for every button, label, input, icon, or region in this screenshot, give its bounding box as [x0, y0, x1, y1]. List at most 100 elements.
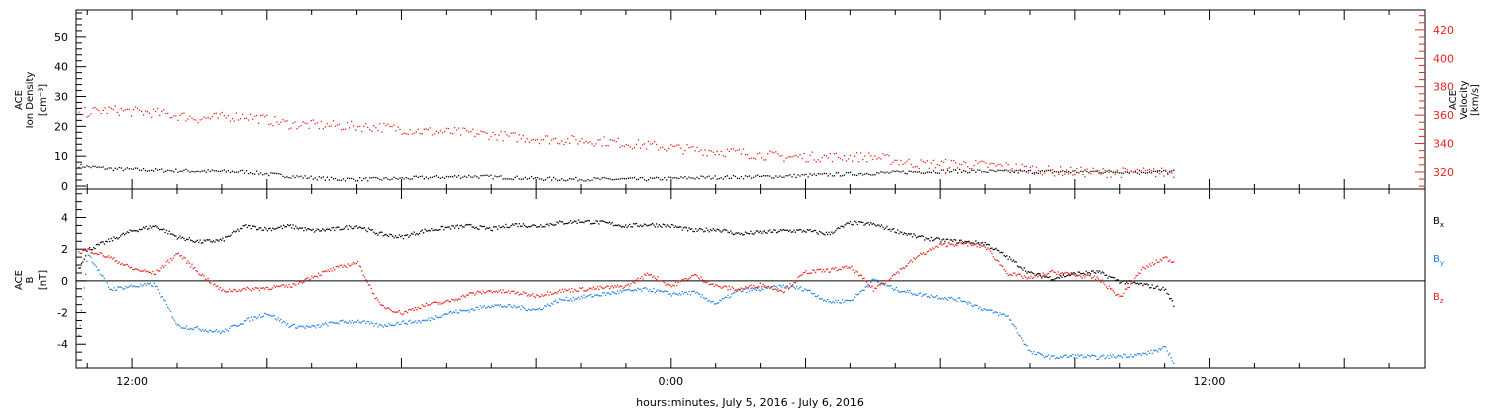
data-point	[754, 232, 756, 234]
data-point	[483, 292, 485, 294]
data-point	[508, 135, 510, 137]
data-point	[183, 237, 185, 240]
data-point	[1097, 278, 1099, 280]
data-point	[197, 170, 199, 172]
data-point	[1026, 272, 1028, 274]
data-point	[148, 271, 150, 273]
data-point	[130, 284, 133, 286]
data-point	[803, 174, 805, 176]
data-point	[916, 165, 918, 168]
data-point	[992, 312, 994, 314]
data-point	[445, 299, 448, 302]
data-point	[1144, 169, 1147, 172]
data-point	[674, 281, 677, 284]
data-point	[490, 306, 492, 308]
data-point	[548, 143, 551, 145]
data-point	[751, 289, 753, 292]
data-point	[862, 174, 864, 176]
data-point	[94, 106, 96, 109]
data-point	[870, 281, 872, 283]
data-point	[1110, 176, 1112, 178]
data-point	[716, 302, 718, 304]
data-point	[542, 139, 545, 141]
data-point	[619, 146, 621, 148]
data-point	[93, 247, 95, 249]
data-point	[492, 131, 494, 134]
data-point	[493, 306, 495, 308]
data-point	[1165, 169, 1167, 171]
data-point	[168, 262, 170, 264]
data-point	[1062, 174, 1064, 177]
data-point	[340, 129, 343, 131]
data-point	[825, 155, 827, 157]
data-point	[696, 146, 698, 149]
data-point	[1087, 274, 1089, 276]
data-point	[586, 295, 588, 297]
data-point	[464, 296, 467, 298]
data-point	[984, 246, 986, 248]
data-point	[862, 289, 864, 291]
data-point	[878, 280, 880, 283]
data-point	[689, 294, 691, 296]
data-point	[542, 226, 545, 228]
data-point	[238, 324, 240, 327]
data-point	[1051, 355, 1054, 357]
data-point	[788, 230, 790, 233]
data-point	[440, 316, 442, 318]
data-point	[635, 178, 638, 181]
data-point	[533, 308, 535, 311]
data-point	[291, 286, 293, 288]
data-point	[922, 161, 924, 163]
data-point	[785, 229, 787, 231]
data-point	[833, 175, 836, 177]
data-point	[452, 299, 454, 301]
data-point	[532, 138, 535, 141]
data-point	[532, 293, 534, 295]
data-point	[1004, 255, 1007, 258]
data-point	[702, 175, 704, 178]
data-point	[908, 158, 910, 160]
data-point	[417, 128, 419, 130]
data-point	[447, 128, 450, 130]
data-point	[328, 179, 330, 181]
data-point	[1007, 315, 1009, 317]
data-point	[1078, 355, 1081, 357]
data-point	[468, 292, 471, 294]
data-point	[945, 246, 947, 248]
data-point	[526, 138, 528, 140]
data-point	[647, 179, 650, 181]
data-point	[696, 275, 698, 277]
data-point	[591, 179, 593, 181]
data-point	[827, 157, 829, 159]
data-point	[1148, 171, 1151, 173]
data-point	[229, 327, 231, 329]
density-tick-label: 30	[54, 91, 68, 104]
data-point	[866, 281, 868, 283]
data-point	[122, 288, 124, 290]
data-point	[354, 321, 356, 323]
data-point	[864, 223, 866, 225]
data-point	[739, 289, 741, 291]
data-point	[198, 241, 200, 244]
data-point	[828, 271, 830, 273]
data-point	[925, 293, 927, 295]
data-point	[1162, 257, 1164, 259]
data-point	[361, 270, 363, 272]
data-point	[134, 167, 137, 169]
data-point	[1011, 167, 1013, 170]
data-point	[917, 236, 919, 238]
data-point	[922, 294, 924, 296]
data-point	[431, 303, 433, 305]
data-point	[1167, 173, 1169, 176]
data-point	[336, 226, 339, 228]
data-point	[1038, 352, 1040, 354]
data-point	[700, 175, 702, 177]
data-point	[102, 109, 104, 111]
data-point	[988, 248, 990, 251]
data-point	[478, 308, 480, 310]
data-point	[536, 139, 539, 141]
data-point	[458, 298, 460, 300]
data-point	[1073, 272, 1075, 274]
data-point	[787, 156, 789, 158]
data-point	[767, 230, 770, 232]
